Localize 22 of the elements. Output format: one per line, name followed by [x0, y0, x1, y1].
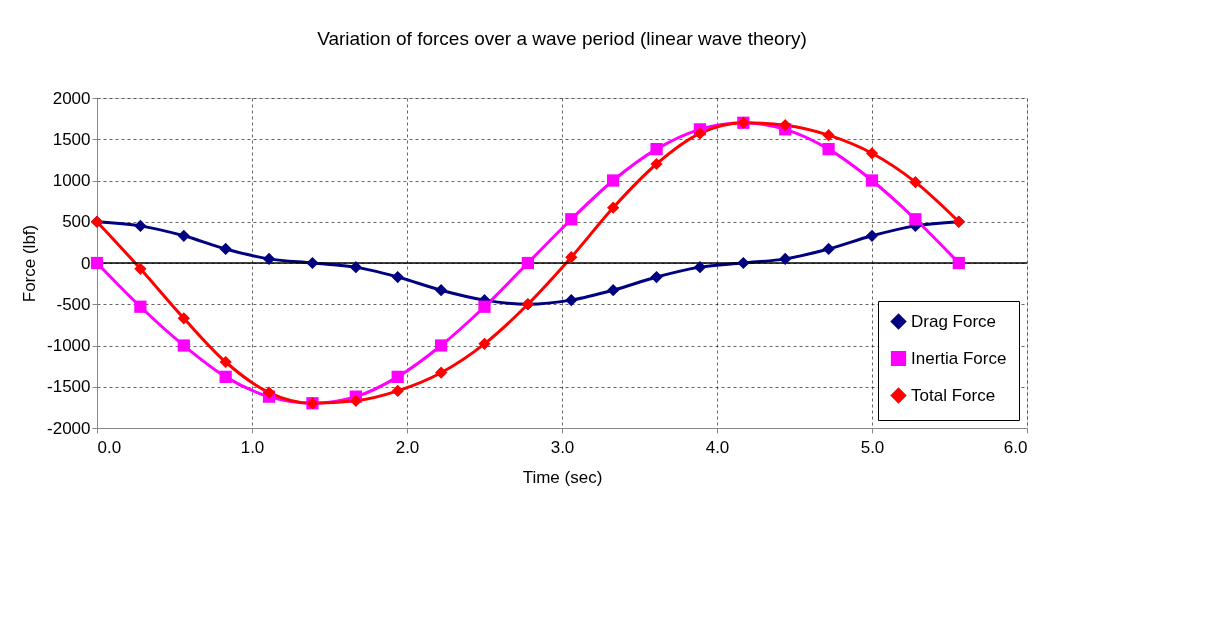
x-tick-label: 4.0	[705, 437, 730, 457]
chart-title: Variation of forces over a wave period (linear wave theory)	[317, 28, 807, 49]
y-tick-label: -500	[56, 294, 91, 314]
legend-label: Inertia Force	[911, 348, 1007, 368]
y-tick-label: -1500	[47, 377, 91, 397]
x-tick-label: 5.0	[860, 437, 885, 457]
x-axis-title: Time (sec)	[522, 467, 603, 487]
y-tick-label: -2000	[47, 418, 91, 438]
y-tick-label: 1500	[52, 129, 91, 149]
y-tick-label: -1000	[47, 336, 91, 355]
y-tick-label: 2000	[52, 88, 91, 108]
y-tick-label: 0	[81, 253, 91, 273]
x-tick-label: 2.0	[395, 437, 420, 457]
y-tick-label: 500	[62, 212, 91, 232]
y-axis-title: Force (lbf)	[20, 224, 40, 303]
legend-label: Total Force	[911, 385, 996, 405]
legend-label: Drag Force	[911, 311, 997, 331]
y-tick-label: 1000	[52, 171, 91, 190]
x-tick-label: 3.0	[550, 437, 575, 457]
x-tick-label: 6.0	[1003, 437, 1028, 457]
x-tick-label: 1.0	[240, 437, 265, 457]
x-tick-label: 0.0	[97, 437, 122, 457]
